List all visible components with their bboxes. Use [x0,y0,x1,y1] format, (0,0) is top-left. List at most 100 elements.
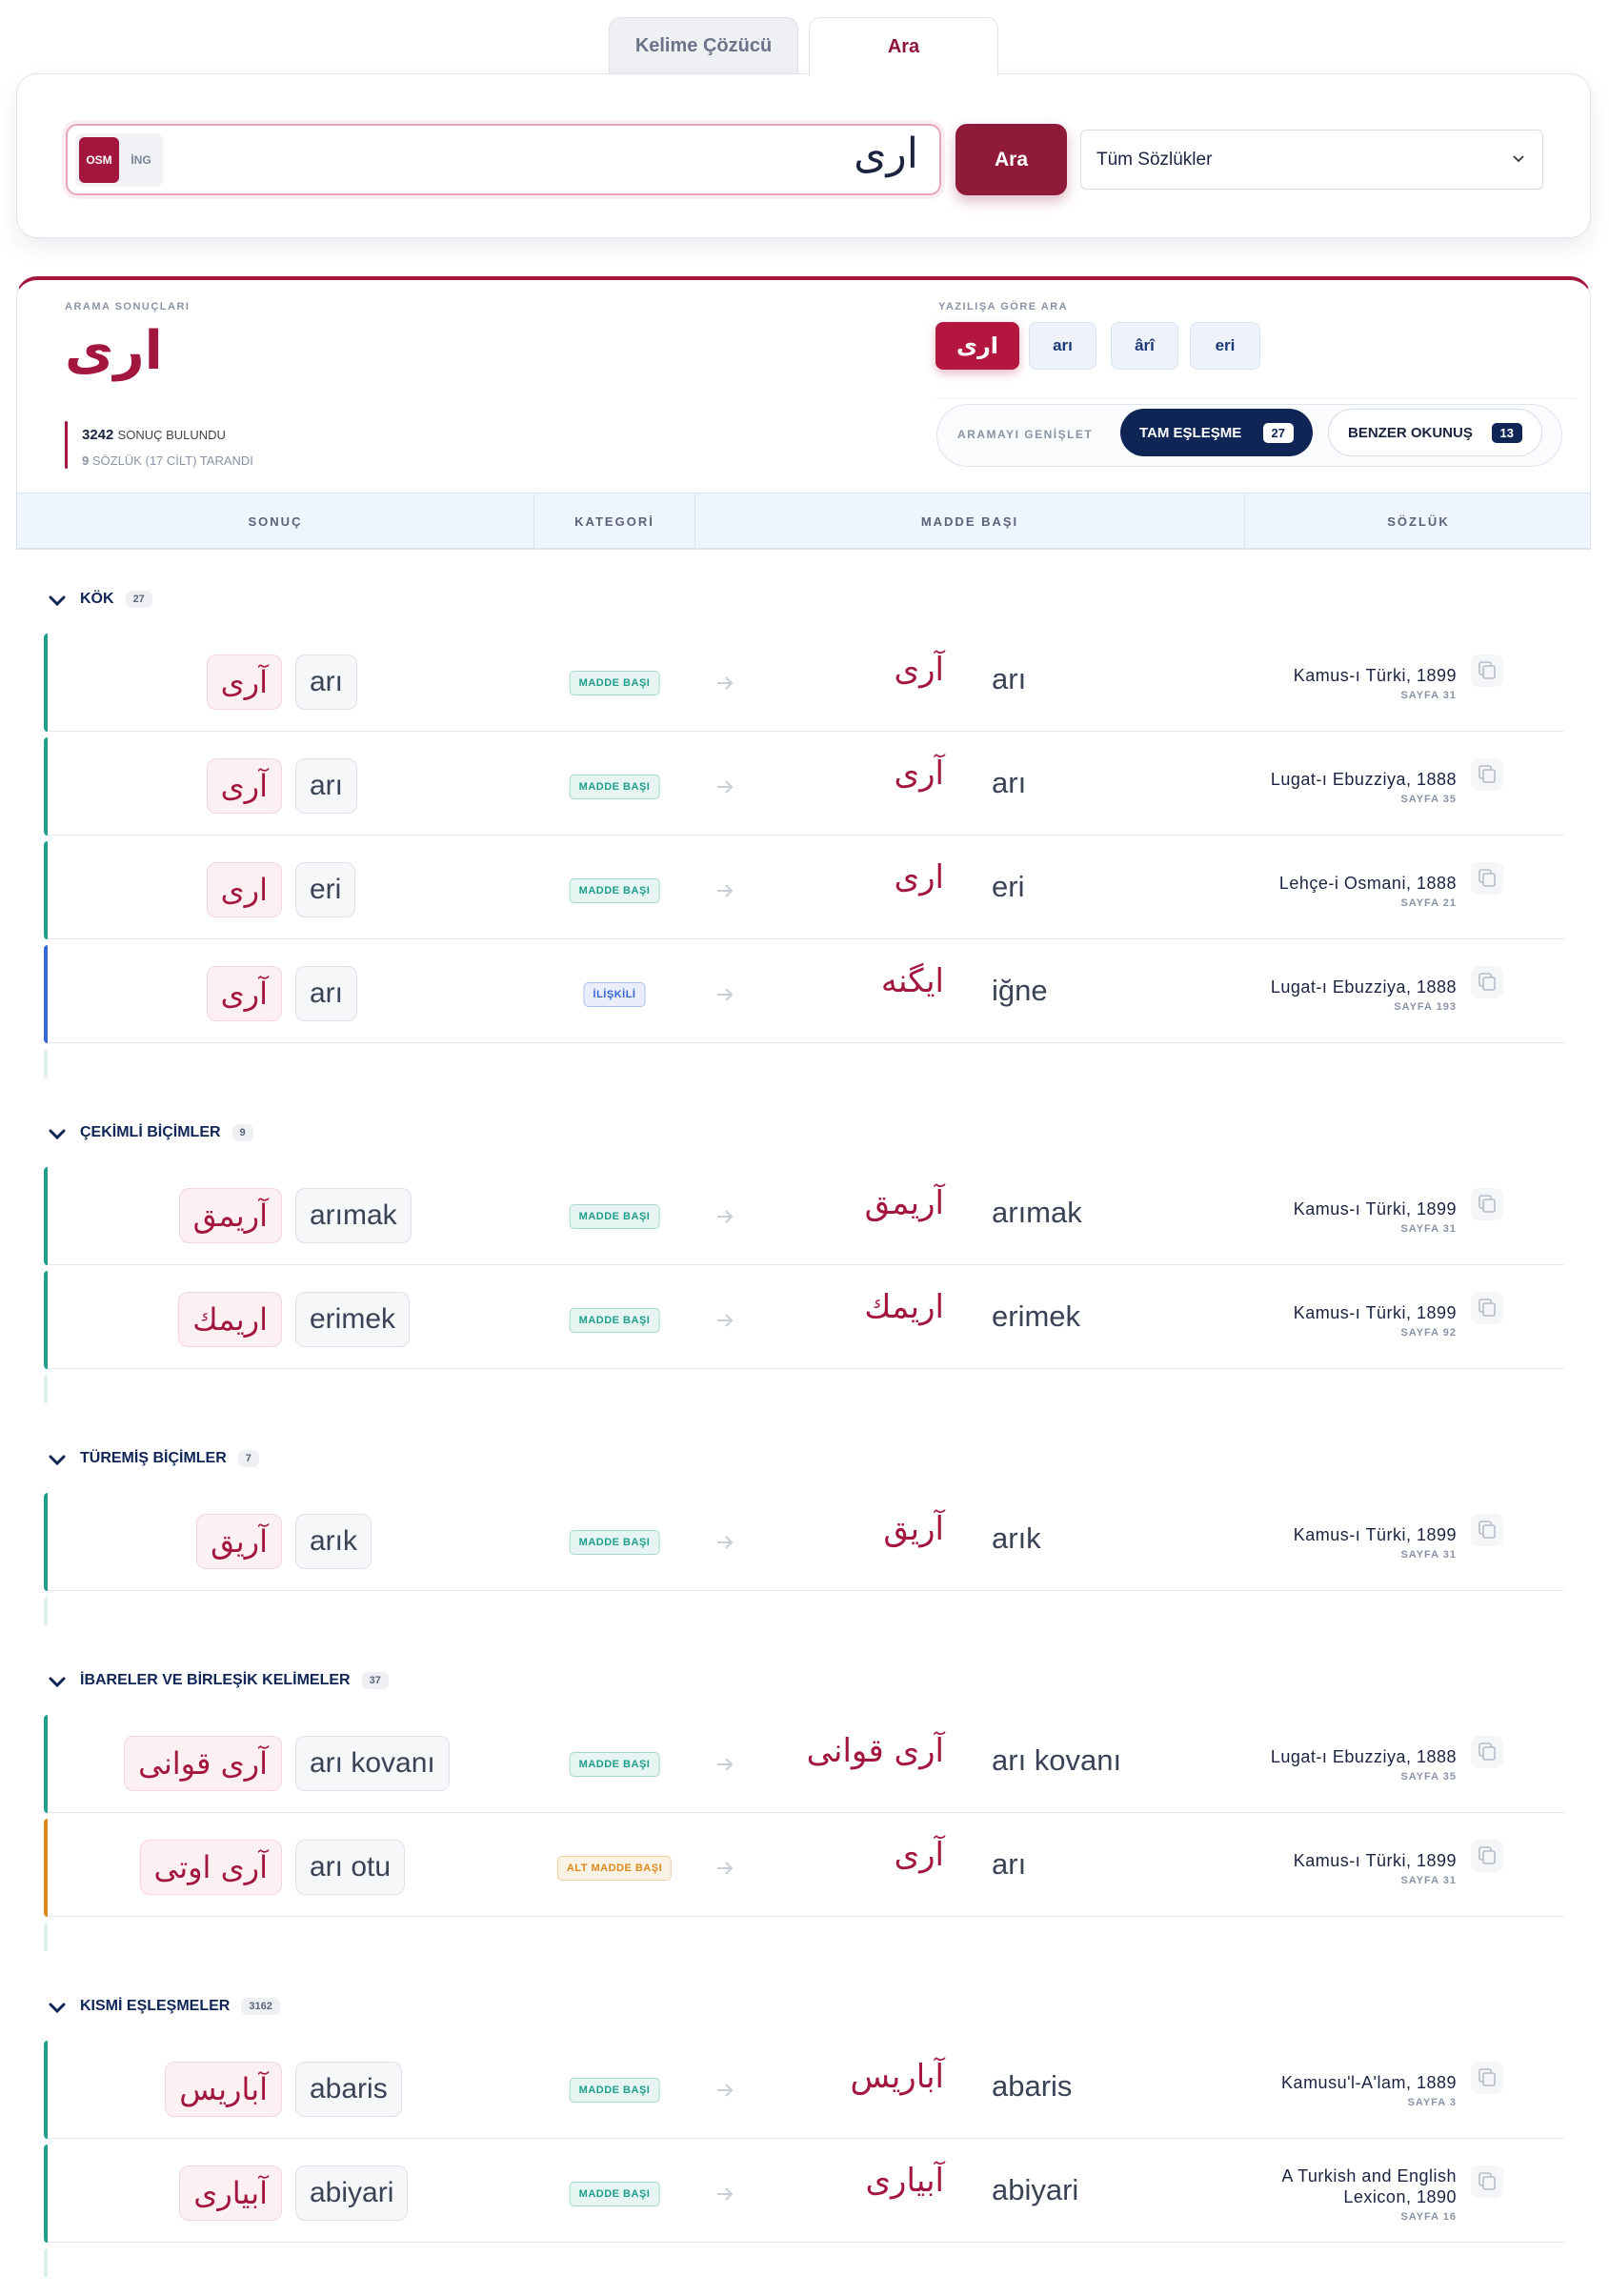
arrow-icon [717,1314,734,1327]
result-row[interactable]: آری arı İLİŞKİLİ ایگنه iğne Lugat-ı Ebuzziya,… [44,945,1564,1043]
category-badge: MADDE BAŞI [569,1752,660,1777]
arabic-chip: آری [206,966,282,1021]
group-title: ÇEKİMLİ BİÇİMLER [80,1124,221,1140]
chevron-icon[interactable] [48,594,67,608]
dictionary: Kamusu'l-A'lam, 1889 SAYFA 3 [1209,2041,1457,2139]
head-arabic: آریق [883,1510,944,1548]
script-option[interactable]: arı [1029,322,1096,370]
result-row[interactable]: آری قوانی arı kovanı MADDE BAŞI آری قوانی ar… [44,1715,1564,1813]
page-number: SAYFA 193 [1394,1000,1457,1013]
result-row[interactable]: آبیاری abiyari MADDE BAŞI آبیاری abiyari A Tu… [44,2145,1564,2243]
tab[interactable]: Kelime Çözücü [609,17,798,74]
dictionary: Kamus-ı Türki, 1899 SAYFA 31 [1209,1167,1457,1265]
copy-button[interactable] [1471,862,1503,895]
head-arabic: اریمك [864,1288,944,1326]
tab-active[interactable]: Ara [809,17,998,75]
chevron-icon[interactable] [48,1676,67,1689]
group-header[interactable]: İBARELER VE BİRLEŞİK KELİMELER 37 [80,1672,389,1689]
category-badge: MADDE BAŞI [569,878,660,903]
group-count: 37 [361,1672,389,1689]
head-latin: arımak [992,1196,1082,1229]
group-header[interactable]: ÇEKİMLİ BİÇİMLER 9 [80,1124,253,1141]
group-title: KÖK [80,591,114,607]
result-row[interactable]: اریمك erimek MADDE BAŞI اریمك erimek Kamus-ı … [44,1271,1564,1369]
dictionary-name: Lugat-ı Ebuzziya, 1888 [1270,769,1457,789]
accent-bar [44,1271,48,1369]
results-query: ارى [65,320,163,382]
search-button[interactable]: Ara [955,124,1067,195]
arabic-chip: آریق [196,1514,282,1569]
mode-button[interactable]: İNG [131,153,151,167]
result-row[interactable]: آری اوتی arı otu ALT MADDE BAŞI آری arı Kamus… [44,1819,1564,1917]
head-latin: eri [992,870,1025,903]
result-row[interactable]: آری arı MADDE BAŞI آری arı Lugat-ı Ebuzziya, … [44,737,1564,836]
page-number: SAYFA 35 [1400,793,1457,805]
latin-chip: abaris [295,2062,402,2117]
copy-button[interactable] [1471,1736,1503,1768]
category-badge: ALT MADDE BAŞI [556,1856,673,1881]
group-header[interactable]: TÜREMİŞ BİÇİMLER 7 [80,1450,259,1467]
dictionary-name: Kamus-ı Türki, 1899 [1293,1850,1457,1870]
script-option[interactable]: ارى [935,322,1019,370]
group-header[interactable]: KISMİ EŞLEŞMELER 3162 [80,1998,280,2015]
search-input[interactable]: OSM İNG ارى [66,124,941,195]
group-title: TÜREMİŞ BİÇİMLER [80,1450,227,1466]
accent-bar [44,634,48,732]
accent-bar [44,1715,48,1813]
column-header: MADDE BAŞI [695,493,1245,549]
script-option[interactable]: eri [1190,322,1260,370]
head-arabic: آریمق [864,1184,944,1222]
search-card: OSM İNG ارى Ara Tüm Sözlükler [16,73,1591,238]
result-row[interactable]: اری eri MADDE BAŞI اری eri Lehçe-i Osmani, 18… [44,841,1564,939]
column-header: SÖZLÜK [1387,514,1450,529]
dictionary-name: Lehçe-i Osmani, 1888 [1278,873,1457,893]
copy-button[interactable] [1471,966,1503,998]
result-row[interactable]: آباریس abaris MADDE BAŞI آباریس abaris Kamusu… [44,2041,1564,2139]
expand-option[interactable]: BENZER OKUNUŞ 13 [1328,409,1542,456]
head-latin: arı kovanı [992,1743,1122,1777]
chevron-icon[interactable] [48,1128,67,1141]
dictionary-select[interactable]: Tüm Sözlükler [1080,130,1543,190]
dictionary-name: Lugat-ı Ebuzziya, 1888 [1270,977,1457,997]
page-number: SAYFA 16 [1400,2210,1457,2223]
result-row[interactable]: آری arı MADDE BAŞI آری arı Kamus-ı Türki, 189… [44,634,1564,732]
page-number: SAYFA 31 [1400,1548,1457,1561]
table-header: SONUÇ KATEGORİ MADDE BAŞI SÖZLÜK [16,493,1591,549]
mode-button[interactable]: OSM [79,137,119,183]
accent-bar [44,945,48,1043]
count-value: 3242 [82,427,114,443]
latin-chip: erimek [295,1292,411,1347]
head-latin: arı [992,662,1027,695]
copy-button[interactable] [1471,1840,1503,1872]
copy-button[interactable] [1471,1188,1503,1220]
result-row[interactable]: آریق arık MADDE BAŞI آریق arık Kamus-ı Türki,… [44,1493,1564,1591]
arrow-icon [717,780,734,794]
latin-chip: arı [295,758,358,814]
group-title: İBARELER VE BİRLEŞİK KELİMELER [80,1672,351,1688]
group-header[interactable]: KÖK 27 [80,591,152,608]
scanned-value: 9 [82,453,90,468]
copy-button[interactable] [1471,655,1503,687]
copy-button[interactable] [1471,2062,1503,2094]
result-row[interactable]: آریمق arımak MADDE BAŞI آریمق arımak Kamus-ı … [44,1167,1564,1265]
copy-button[interactable] [1471,758,1503,791]
group-title: KISMİ EŞLEŞMELER [80,1998,231,2014]
copy-button[interactable] [1471,2165,1503,2198]
dictionary: Kamus-ı Türki, 1899 SAYFA 31 [1209,634,1457,732]
copy-button[interactable] [1471,1292,1503,1324]
category-badge: MADDE BAŞI [569,775,660,799]
dictionary: Kamus-ı Türki, 1899 SAYFA 31 [1209,1493,1457,1591]
chevron-icon[interactable] [48,1454,67,1467]
dictionary-name: Kamus-ı Türki, 1899 [1293,1302,1457,1322]
dictionary-name: Kamusu'l-A'lam, 1889 [1281,2072,1457,2092]
page-number: SAYFA 3 [1407,2096,1457,2108]
arabic-chip: آری قوانی [124,1736,282,1791]
chevron-icon[interactable] [48,2002,67,2015]
expand-option[interactable]: TAM EŞLEŞME 27 [1120,409,1313,456]
dictionary-name: Kamus-ı Türki, 1899 [1293,665,1457,685]
script-option[interactable]: ârî [1111,322,1178,370]
dictionary: Lugat-ı Ebuzziya, 1888 SAYFA 35 [1209,1715,1457,1813]
copy-button[interactable] [1471,1514,1503,1546]
divider [936,398,1577,399]
